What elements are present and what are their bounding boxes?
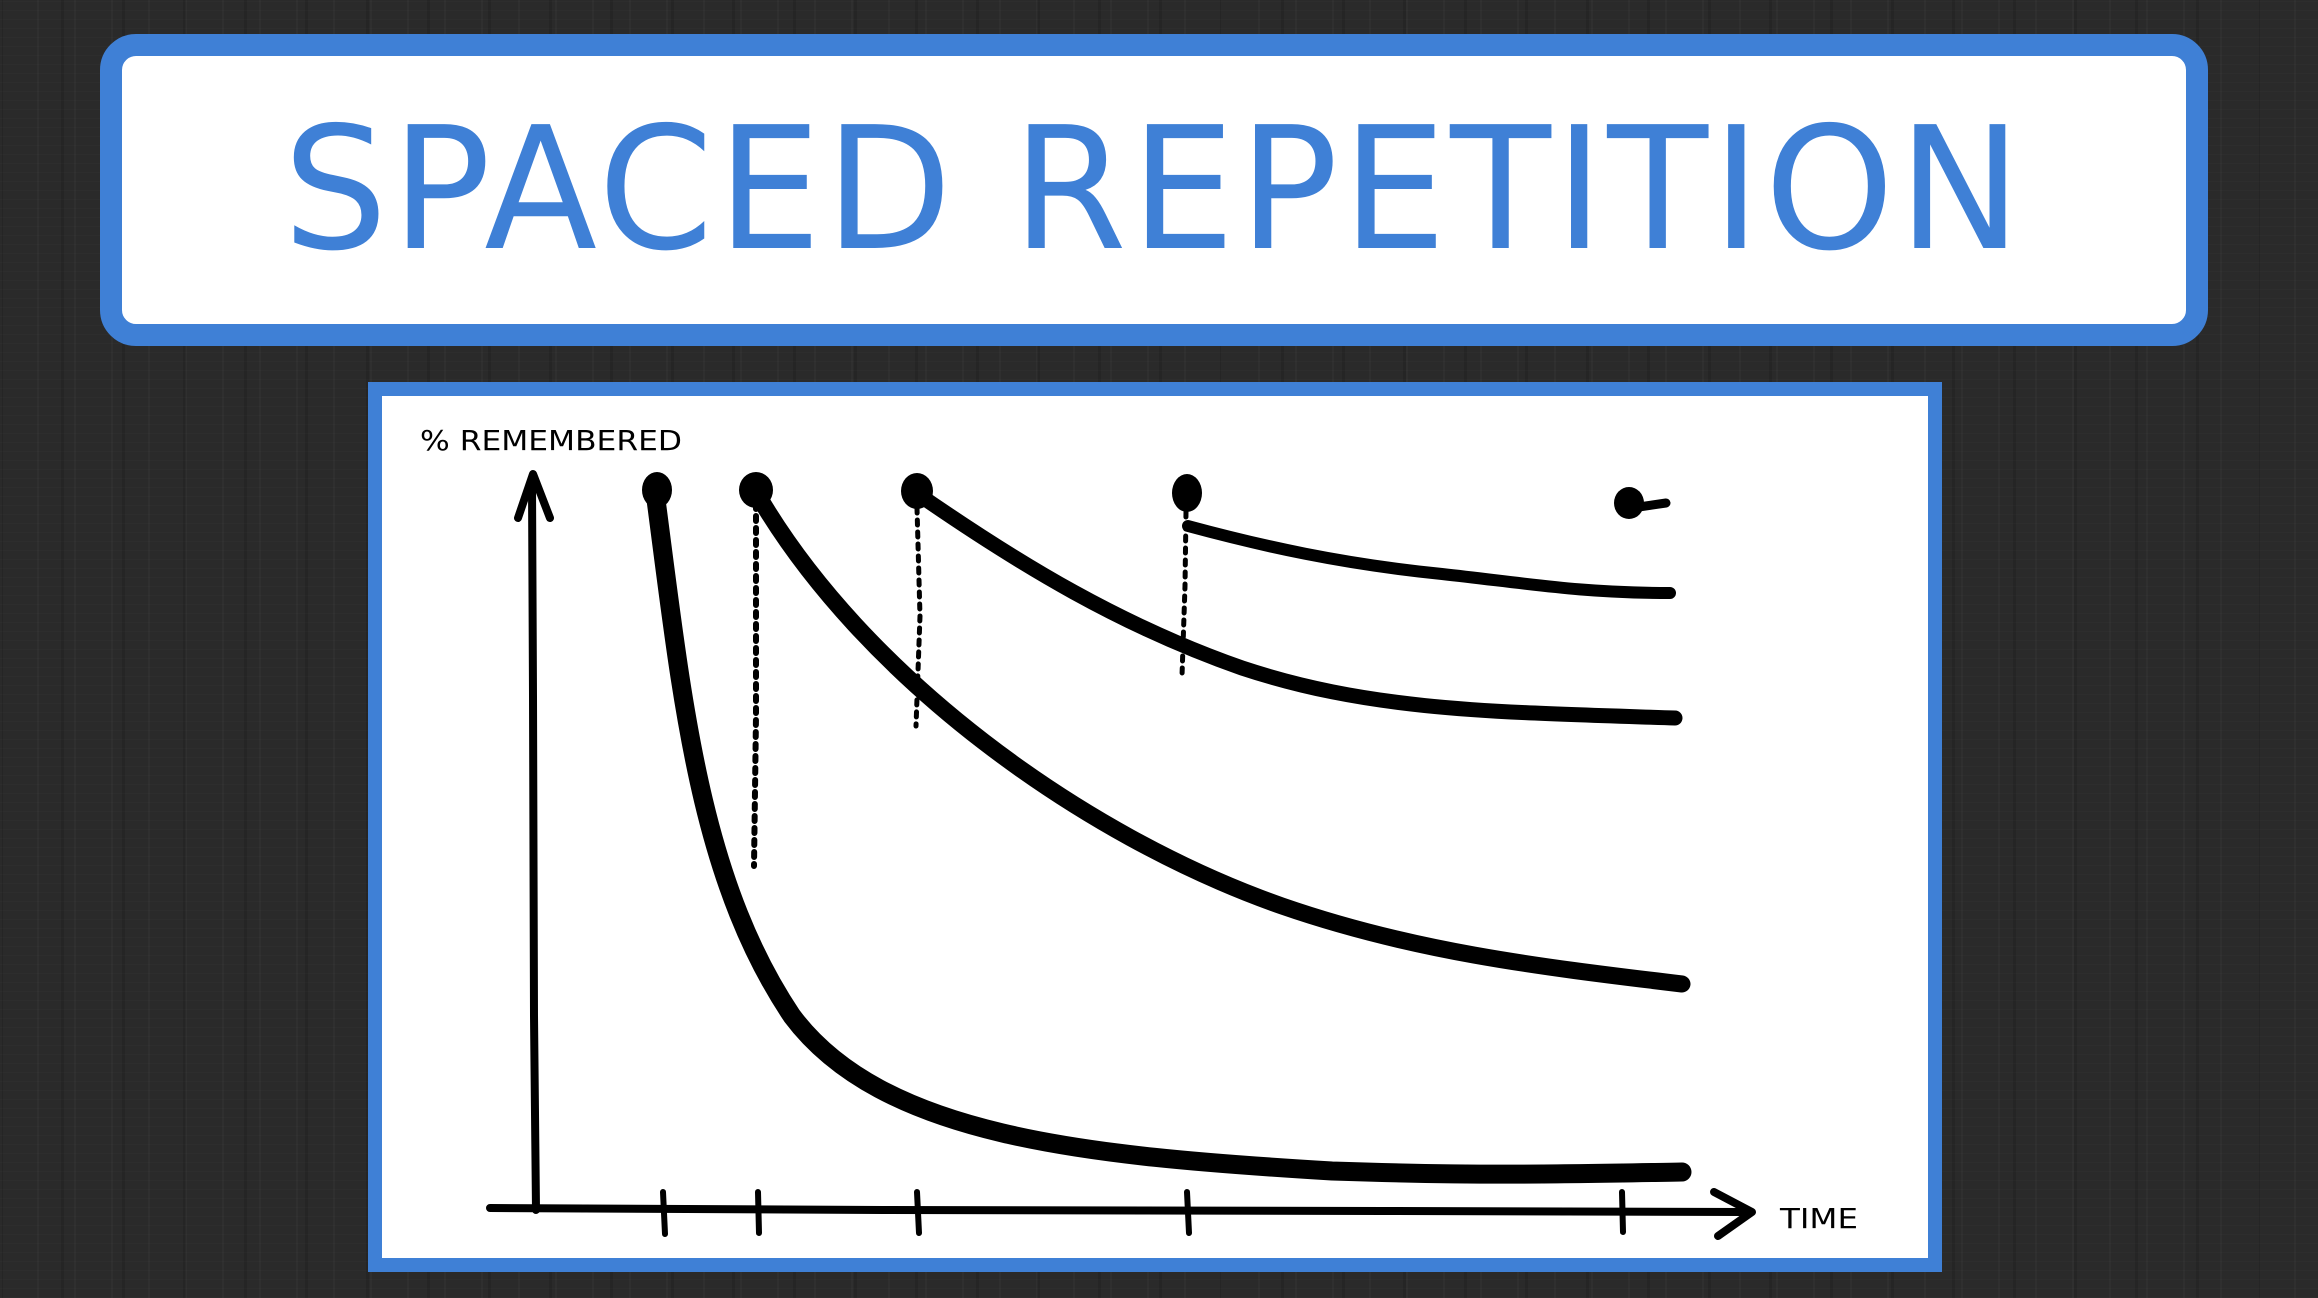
dashed-review-line [1179,509,1189,679]
x-axis [486,1204,1748,1216]
title-banner: SPACED REPETITION [100,34,2208,346]
y-axis-arrowhead [514,470,554,522]
y-axis [528,480,540,1214]
y-axis-label: % REMEMBERED [420,424,682,457]
review-point [642,472,672,508]
forgetting-curve-1 [645,482,1692,1184]
forgetting-curve-4 [1182,520,1676,599]
forgetting-curve-diagram: % REMEMBERED TIME [368,382,1942,1272]
dashed-review-line [913,505,923,729]
forgetting-curve-2 [747,483,1691,993]
x-axis-arrowhead [1710,1188,1756,1240]
page-title: SPACED REPETITION [282,91,2026,289]
dashed-review-line [751,501,759,869]
x-axis-tick [660,1189,668,1237]
review-point [739,472,773,508]
x-axis-tick [1619,1189,1626,1235]
x-axis-tick [914,1189,922,1236]
review-point [1172,474,1202,512]
review-point [901,473,933,509]
x-axis-tick [1184,1189,1192,1236]
review-point-tail [1627,498,1671,513]
forgetting-curve-3 [910,486,1683,726]
forgetting-curve-svg: % REMEMBERED TIME [420,424,1858,1240]
x-axis-tick [755,1189,762,1236]
x-axis-label: TIME [1779,1202,1858,1235]
